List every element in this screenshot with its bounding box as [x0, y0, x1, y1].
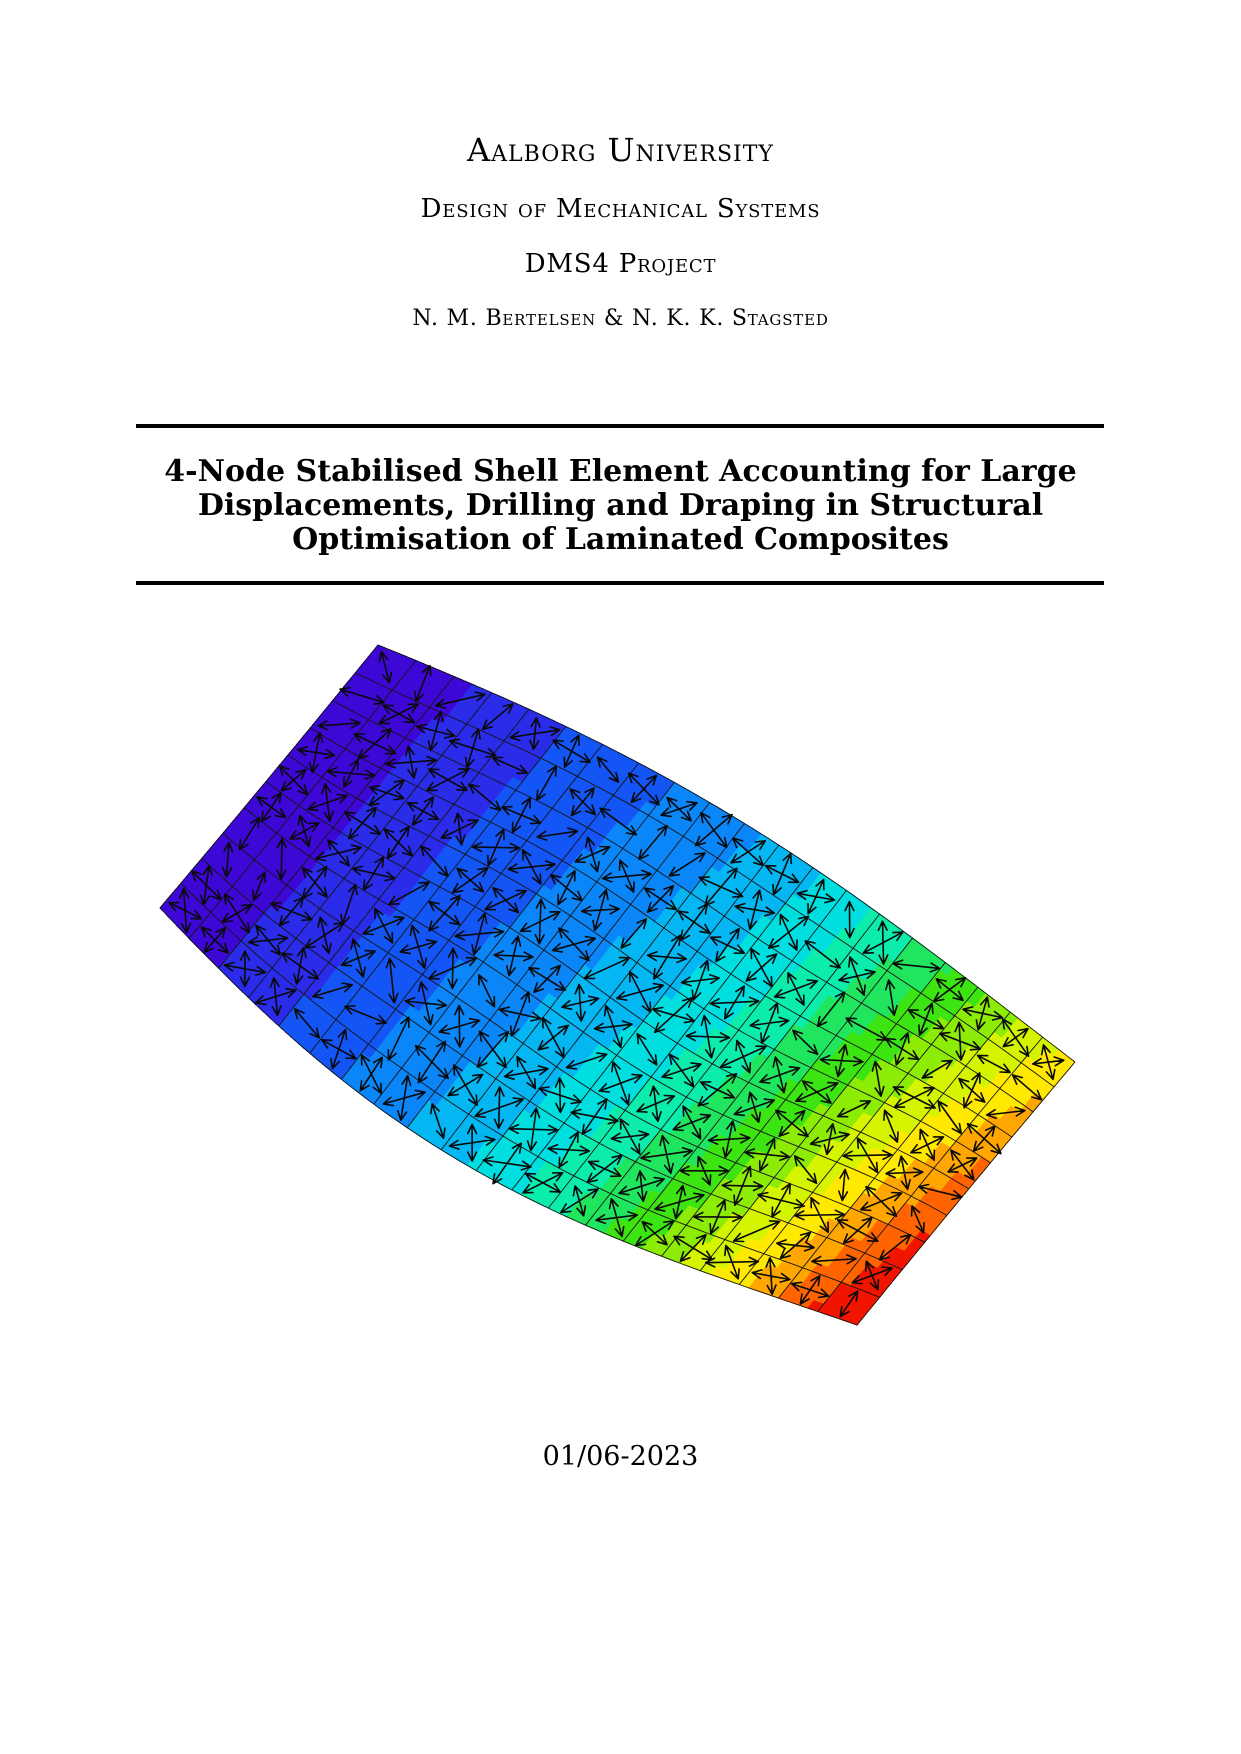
- authors-line: N. M. Bertelsen & N. K. K. Stagsted: [412, 306, 829, 331]
- title-rule-bottom: [136, 581, 1104, 585]
- title-rule-top: [136, 424, 1104, 428]
- report-title-line-2: Displacements, Drilling and Draping in S…: [197, 488, 1044, 523]
- university-name: Aalborg University: [467, 131, 774, 169]
- project-name: DMS4 Project: [524, 249, 717, 279]
- report-title-line-1: 4-Node Stabilised Shell Element Accounti…: [164, 454, 1077, 489]
- report-title: 4-Node Stabilised Shell Element Accounti…: [120, 455, 1121, 557]
- date: 01/06-2023: [542, 1441, 699, 1472]
- report-title-line-3: Optimisation of Laminated Composites: [292, 522, 949, 557]
- programme-name: Design of Mechanical Systems: [420, 194, 821, 224]
